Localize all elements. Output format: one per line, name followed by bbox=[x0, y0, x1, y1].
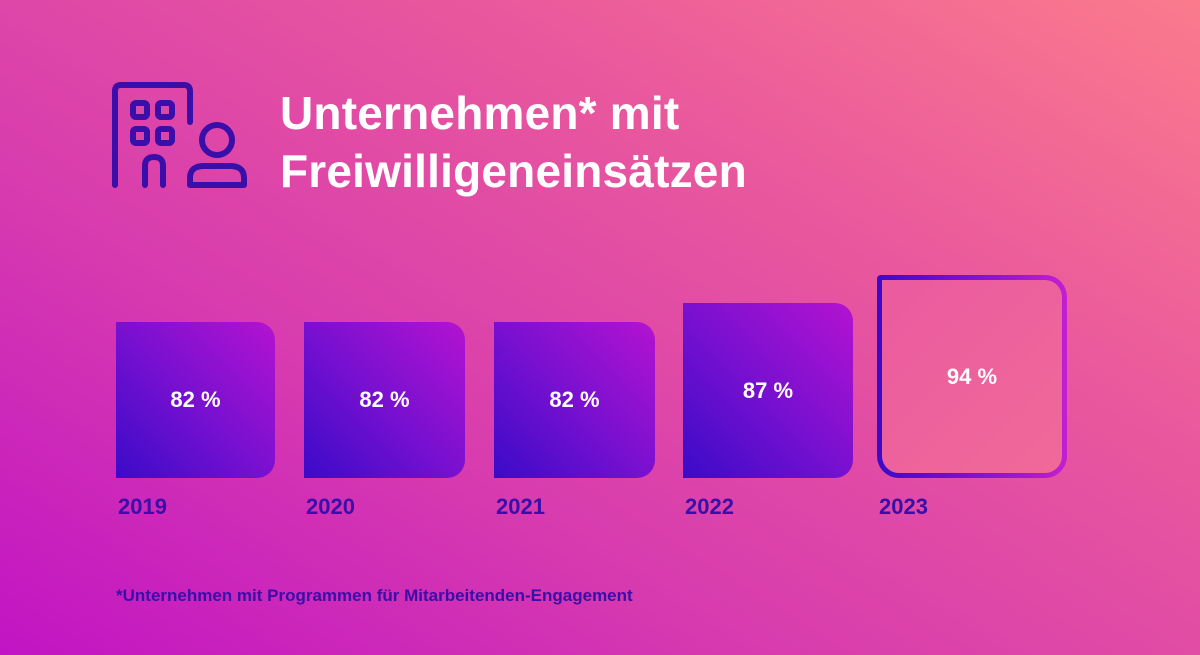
building-person-icon bbox=[112, 82, 247, 188]
title-line-2: Freiwilligeneinsätzen bbox=[280, 145, 747, 197]
person-body bbox=[187, 163, 247, 188]
bar-value-label-2021: 82 % bbox=[549, 387, 600, 412]
window-2 bbox=[155, 100, 175, 120]
bar-2019: 82 % bbox=[116, 322, 275, 478]
bar-value-label-2020: 82 % bbox=[359, 387, 410, 412]
year-label-2021: 2021 bbox=[496, 494, 545, 519]
page-title: Unternehmen* mit Freiwilligeneinsätzen bbox=[280, 84, 747, 200]
year-label-2022: 2022 bbox=[685, 494, 734, 519]
title-line-1: Unternehmen* mit bbox=[280, 87, 680, 139]
door bbox=[142, 154, 166, 188]
footnote: *Unternehmen mit Programmen für Mitarbei… bbox=[116, 586, 633, 605]
window-4 bbox=[155, 126, 175, 146]
bar-2020: 82 % bbox=[304, 322, 465, 478]
year-label-2019: 2019 bbox=[118, 494, 167, 519]
bar-value-label-2022: 87 % bbox=[742, 377, 794, 403]
bar-2022: 87 % bbox=[683, 303, 853, 478]
bar-value-label-2019: 82 % bbox=[170, 387, 221, 412]
building-outline bbox=[112, 82, 193, 188]
bar-2023: 94 % bbox=[877, 275, 1067, 478]
year-label-2020: 2020 bbox=[306, 494, 355, 519]
year-label-2023: 2023 bbox=[879, 494, 928, 519]
bar-2021: 82 % bbox=[494, 322, 655, 478]
bar-value-label-2023: 94 % bbox=[946, 363, 998, 389]
person-head bbox=[199, 122, 235, 158]
window-1 bbox=[130, 100, 150, 120]
window-3 bbox=[130, 126, 150, 146]
